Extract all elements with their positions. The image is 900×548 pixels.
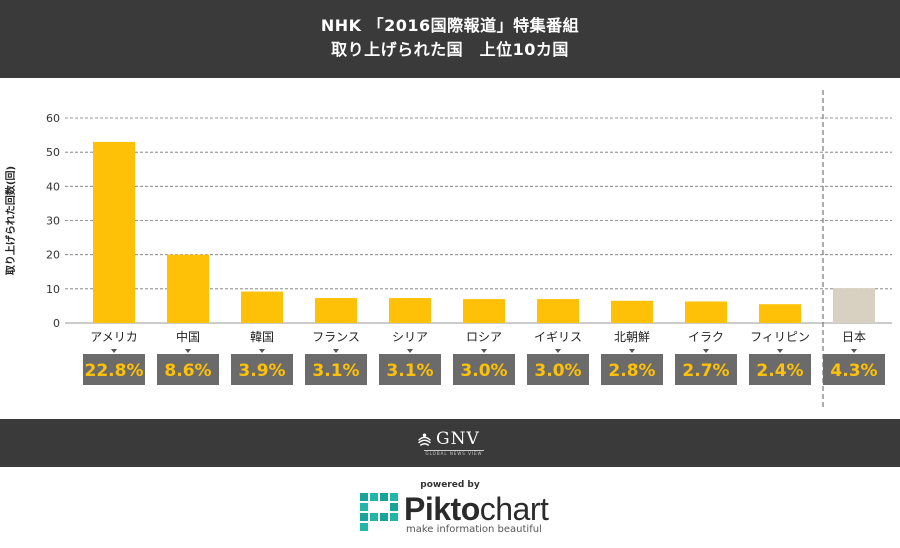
chart-title: NHK 「2016国際報道」特集番組	[320, 16, 580, 35]
percent-label: 8.6%	[164, 361, 211, 381]
percent-label: 3.1%	[312, 361, 359, 381]
x-tick-label: 中国	[176, 329, 200, 344]
percent-label: 3.9%	[238, 361, 285, 381]
percent-label: 3.1%	[386, 361, 433, 381]
x-tick-label: 日本	[842, 330, 866, 344]
pointer-triangle	[777, 349, 783, 353]
percent-box	[83, 354, 145, 385]
piktochart-name-part2: chart	[479, 491, 549, 527]
pointer-triangle	[111, 349, 117, 353]
piktochart-name: Piktochart	[404, 491, 549, 528]
pointer-triangle	[555, 349, 561, 353]
pointer-triangle	[851, 349, 857, 353]
y-tick-label: 60	[46, 112, 60, 125]
x-tick-label: イギリス	[534, 330, 582, 344]
y-tick-label: 40	[46, 180, 60, 193]
x-tick-label: フランス	[312, 330, 360, 344]
bar	[167, 254, 209, 323]
bar	[389, 298, 431, 323]
percent-box	[601, 354, 663, 385]
y-tick-label: 30	[46, 215, 60, 228]
x-tick-label: 北朝鮮	[614, 330, 650, 344]
percent-box	[749, 354, 811, 385]
percent-box	[157, 354, 219, 385]
y-tick-label: 50	[46, 146, 60, 159]
pointer-triangle	[185, 349, 191, 353]
y-tick-label: 20	[46, 249, 60, 262]
x-tick-label: イラク	[688, 330, 724, 344]
x-tick-label: ロシア	[466, 330, 502, 344]
pointer-triangle	[629, 349, 635, 353]
piktochart-name-part1: Pikto	[404, 491, 480, 527]
pointer-triangle	[481, 349, 487, 353]
percent-box	[305, 354, 367, 385]
logo-subtext: GLOBAL NEWS VIEW	[424, 450, 484, 456]
x-tick-label: シリア	[392, 330, 428, 344]
percent-label: 4.3%	[830, 361, 877, 381]
percent-box	[379, 354, 441, 385]
bar	[685, 301, 727, 323]
percent-label: 3.0%	[534, 361, 581, 381]
percent-box	[675, 354, 737, 385]
percent-label: 22.8%	[85, 361, 144, 381]
bar-chart: 取り上げられた回数(回) 0 10 20 30 40 50 60 アメリカ 22.8% 中国 8.6%…	[4, 90, 892, 410]
chart-subtitle: 取り上げられた国 上位10カ国	[331, 40, 569, 59]
logo-text: GNV	[436, 429, 480, 449]
y-axis-label: 取り上げられた回数(回)	[4, 166, 17, 275]
percent-label: 3.0%	[460, 361, 507, 381]
pointer-triangle	[259, 349, 265, 353]
percent-label: 2.4%	[756, 361, 803, 381]
pointer-triangle	[703, 349, 709, 353]
bar	[315, 298, 357, 323]
x-tick-label: 韓国	[250, 330, 274, 344]
gnv-logo: GNV GLOBAL NEWS VIEW	[410, 429, 500, 459]
bar	[759, 304, 801, 323]
y-tick-label: 0	[53, 317, 60, 330]
pointer-triangle	[333, 349, 339, 353]
x-tick-label: アメリカ	[90, 330, 137, 344]
percent-label: 2.8%	[608, 361, 655, 381]
pointer-triangle	[407, 349, 413, 353]
globe-icon	[418, 433, 431, 447]
bar	[611, 300, 653, 323]
y-tick-label: 10	[46, 283, 60, 296]
footer-bar: GNV GLOBAL NEWS VIEW	[0, 419, 900, 467]
piktochart-logo-icon	[360, 493, 398, 531]
percent-label: 2.7%	[682, 361, 729, 381]
chart-header: NHK 「2016国際報道」特集番組 取り上げられた国 上位10カ国	[0, 0, 900, 78]
piktochart-tagline: make information beautiful	[406, 524, 542, 535]
piktochart-branding: powered by Piktochart make information b…	[0, 467, 900, 548]
percent-box	[231, 354, 293, 385]
powered-by-text: powered by	[420, 480, 480, 490]
percent-box	[823, 354, 885, 385]
bar	[93, 141, 135, 323]
bar	[833, 288, 875, 323]
bar	[241, 291, 283, 323]
bar	[537, 299, 579, 323]
x-tick-label: フィリピン	[750, 330, 810, 344]
percent-box	[453, 354, 515, 385]
bar	[463, 299, 505, 323]
percent-box	[527, 354, 589, 385]
